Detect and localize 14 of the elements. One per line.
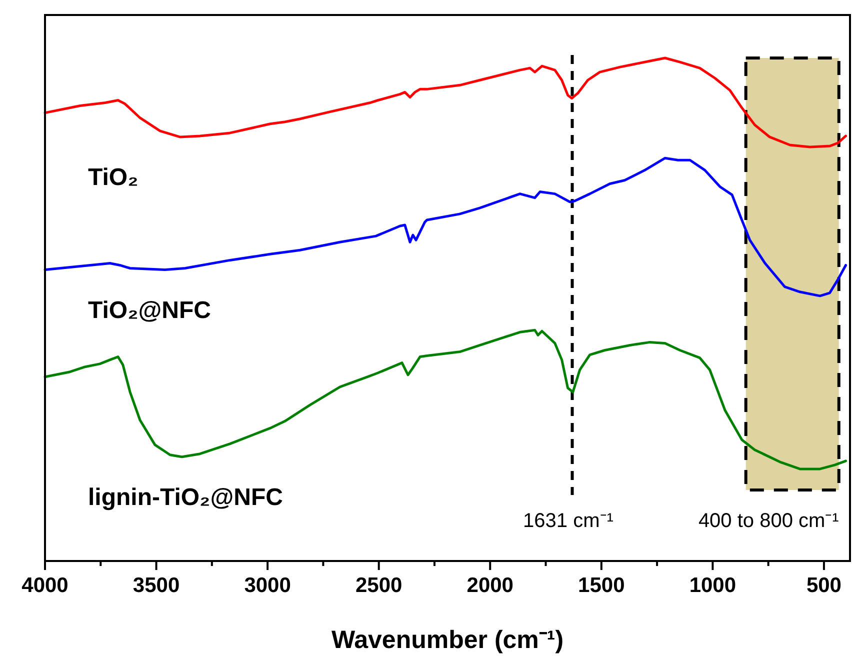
- x-tick-label: 500: [806, 574, 842, 598]
- series-label: TiO₂@NFC: [88, 296, 211, 324]
- band-label: 400 to 800 cm⁻¹: [698, 510, 840, 532]
- x-tick-label: 4000: [22, 574, 68, 598]
- x-tick-label: 2500: [355, 574, 402, 598]
- x-tick-label: 1500: [578, 574, 625, 598]
- x-tick-label: 3500: [132, 574, 180, 598]
- series-label: lignin-TiO₂@NFC: [88, 484, 283, 511]
- ref-line-label: 1631 cm⁻¹: [523, 510, 614, 532]
- x-tick-label: 1000: [689, 574, 736, 598]
- x-tick-label: 3000: [244, 574, 291, 598]
- series-label: TiO₂: [88, 164, 138, 191]
- x-tick-label: 2000: [466, 574, 514, 598]
- x-axis-title: Wavenumber (cm⁻¹): [331, 626, 564, 654]
